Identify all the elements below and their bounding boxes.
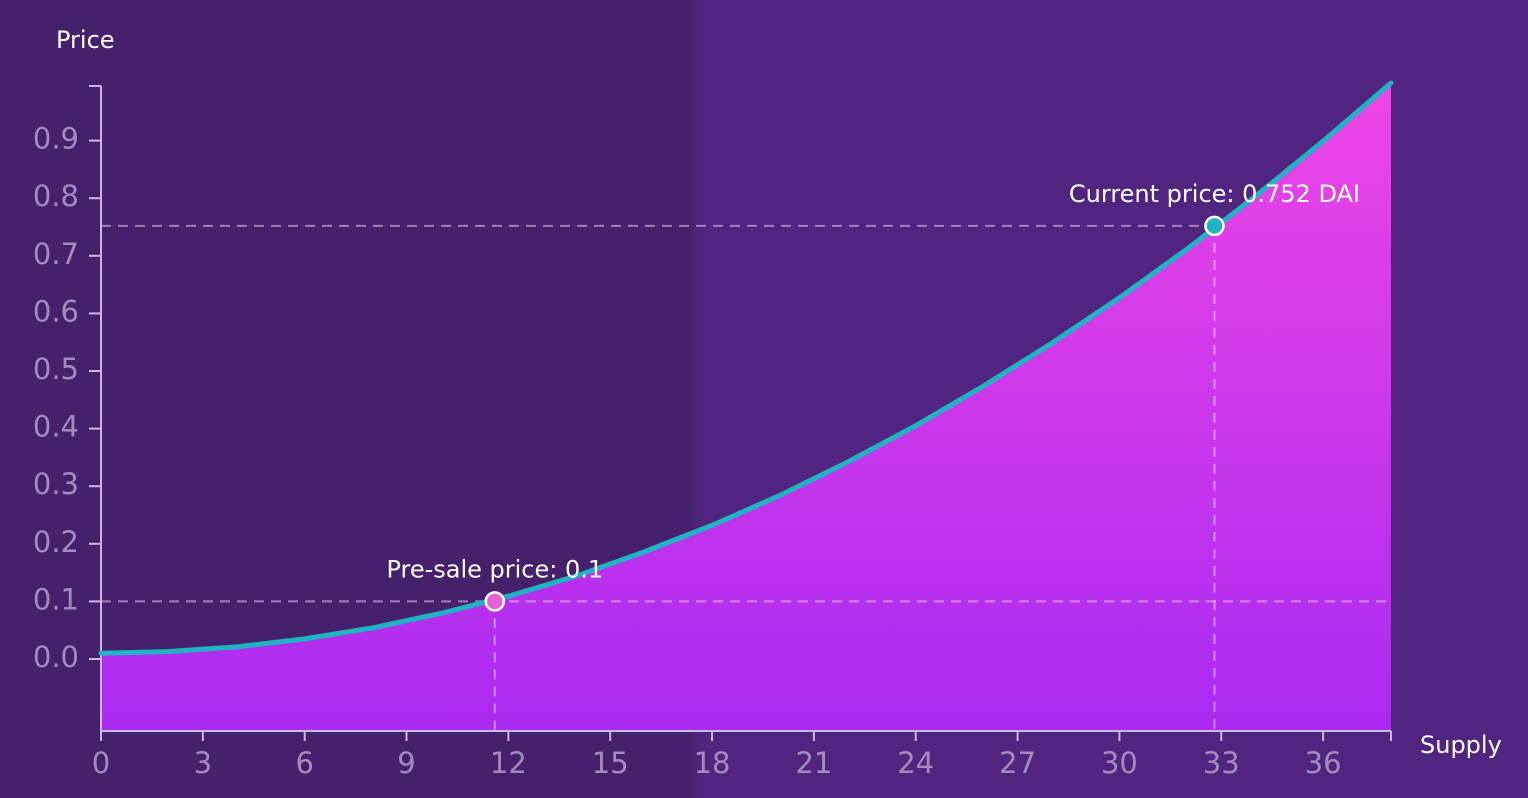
x-tick-label: 33 [1203, 746, 1240, 780]
y-axis-title: Price [56, 26, 115, 54]
y-tick-label: 0.5 [33, 352, 79, 386]
x-tick-label: 24 [897, 746, 934, 780]
x-axis-title: Supply [1420, 731, 1502, 759]
line [98, 80, 1394, 656]
x-tick-label: 12 [490, 746, 527, 780]
x-tick-label: 30 [1101, 746, 1138, 780]
y-tick-label: 0.4 [33, 410, 79, 444]
y-tick-label: 0.8 [33, 179, 79, 213]
x-tick-label: 21 [795, 746, 832, 780]
y-tick-label: 0.6 [33, 294, 79, 328]
x-tick-label: 0 [92, 746, 110, 780]
y-tick-label: 0.1 [33, 582, 79, 616]
annotation-label: Current price: 0.752 DAI [1069, 180, 1360, 208]
area [101, 83, 1391, 731]
x-tick-label: 27 [999, 746, 1036, 780]
annotation-point [484, 591, 506, 612]
y-tick-label: 0.7 [33, 237, 79, 271]
annotation-label: Pre-sale price: 0.1 [386, 555, 603, 583]
x-tick-label: 18 [694, 746, 731, 780]
x-tick-label: 15 [592, 746, 629, 780]
y-tick-label: 0.2 [33, 525, 79, 559]
y-tick-label: 0.3 [33, 467, 79, 501]
y-tick-label: 0.0 [33, 640, 79, 674]
x-tick-label: 3 [194, 746, 212, 780]
x-tick-label: 9 [397, 746, 415, 780]
x-tick-label: 6 [295, 746, 313, 780]
annotation-point [1204, 215, 1225, 237]
x-tick-label: 36 [1305, 746, 1342, 780]
y-tick-label: 0.9 [33, 122, 79, 156]
